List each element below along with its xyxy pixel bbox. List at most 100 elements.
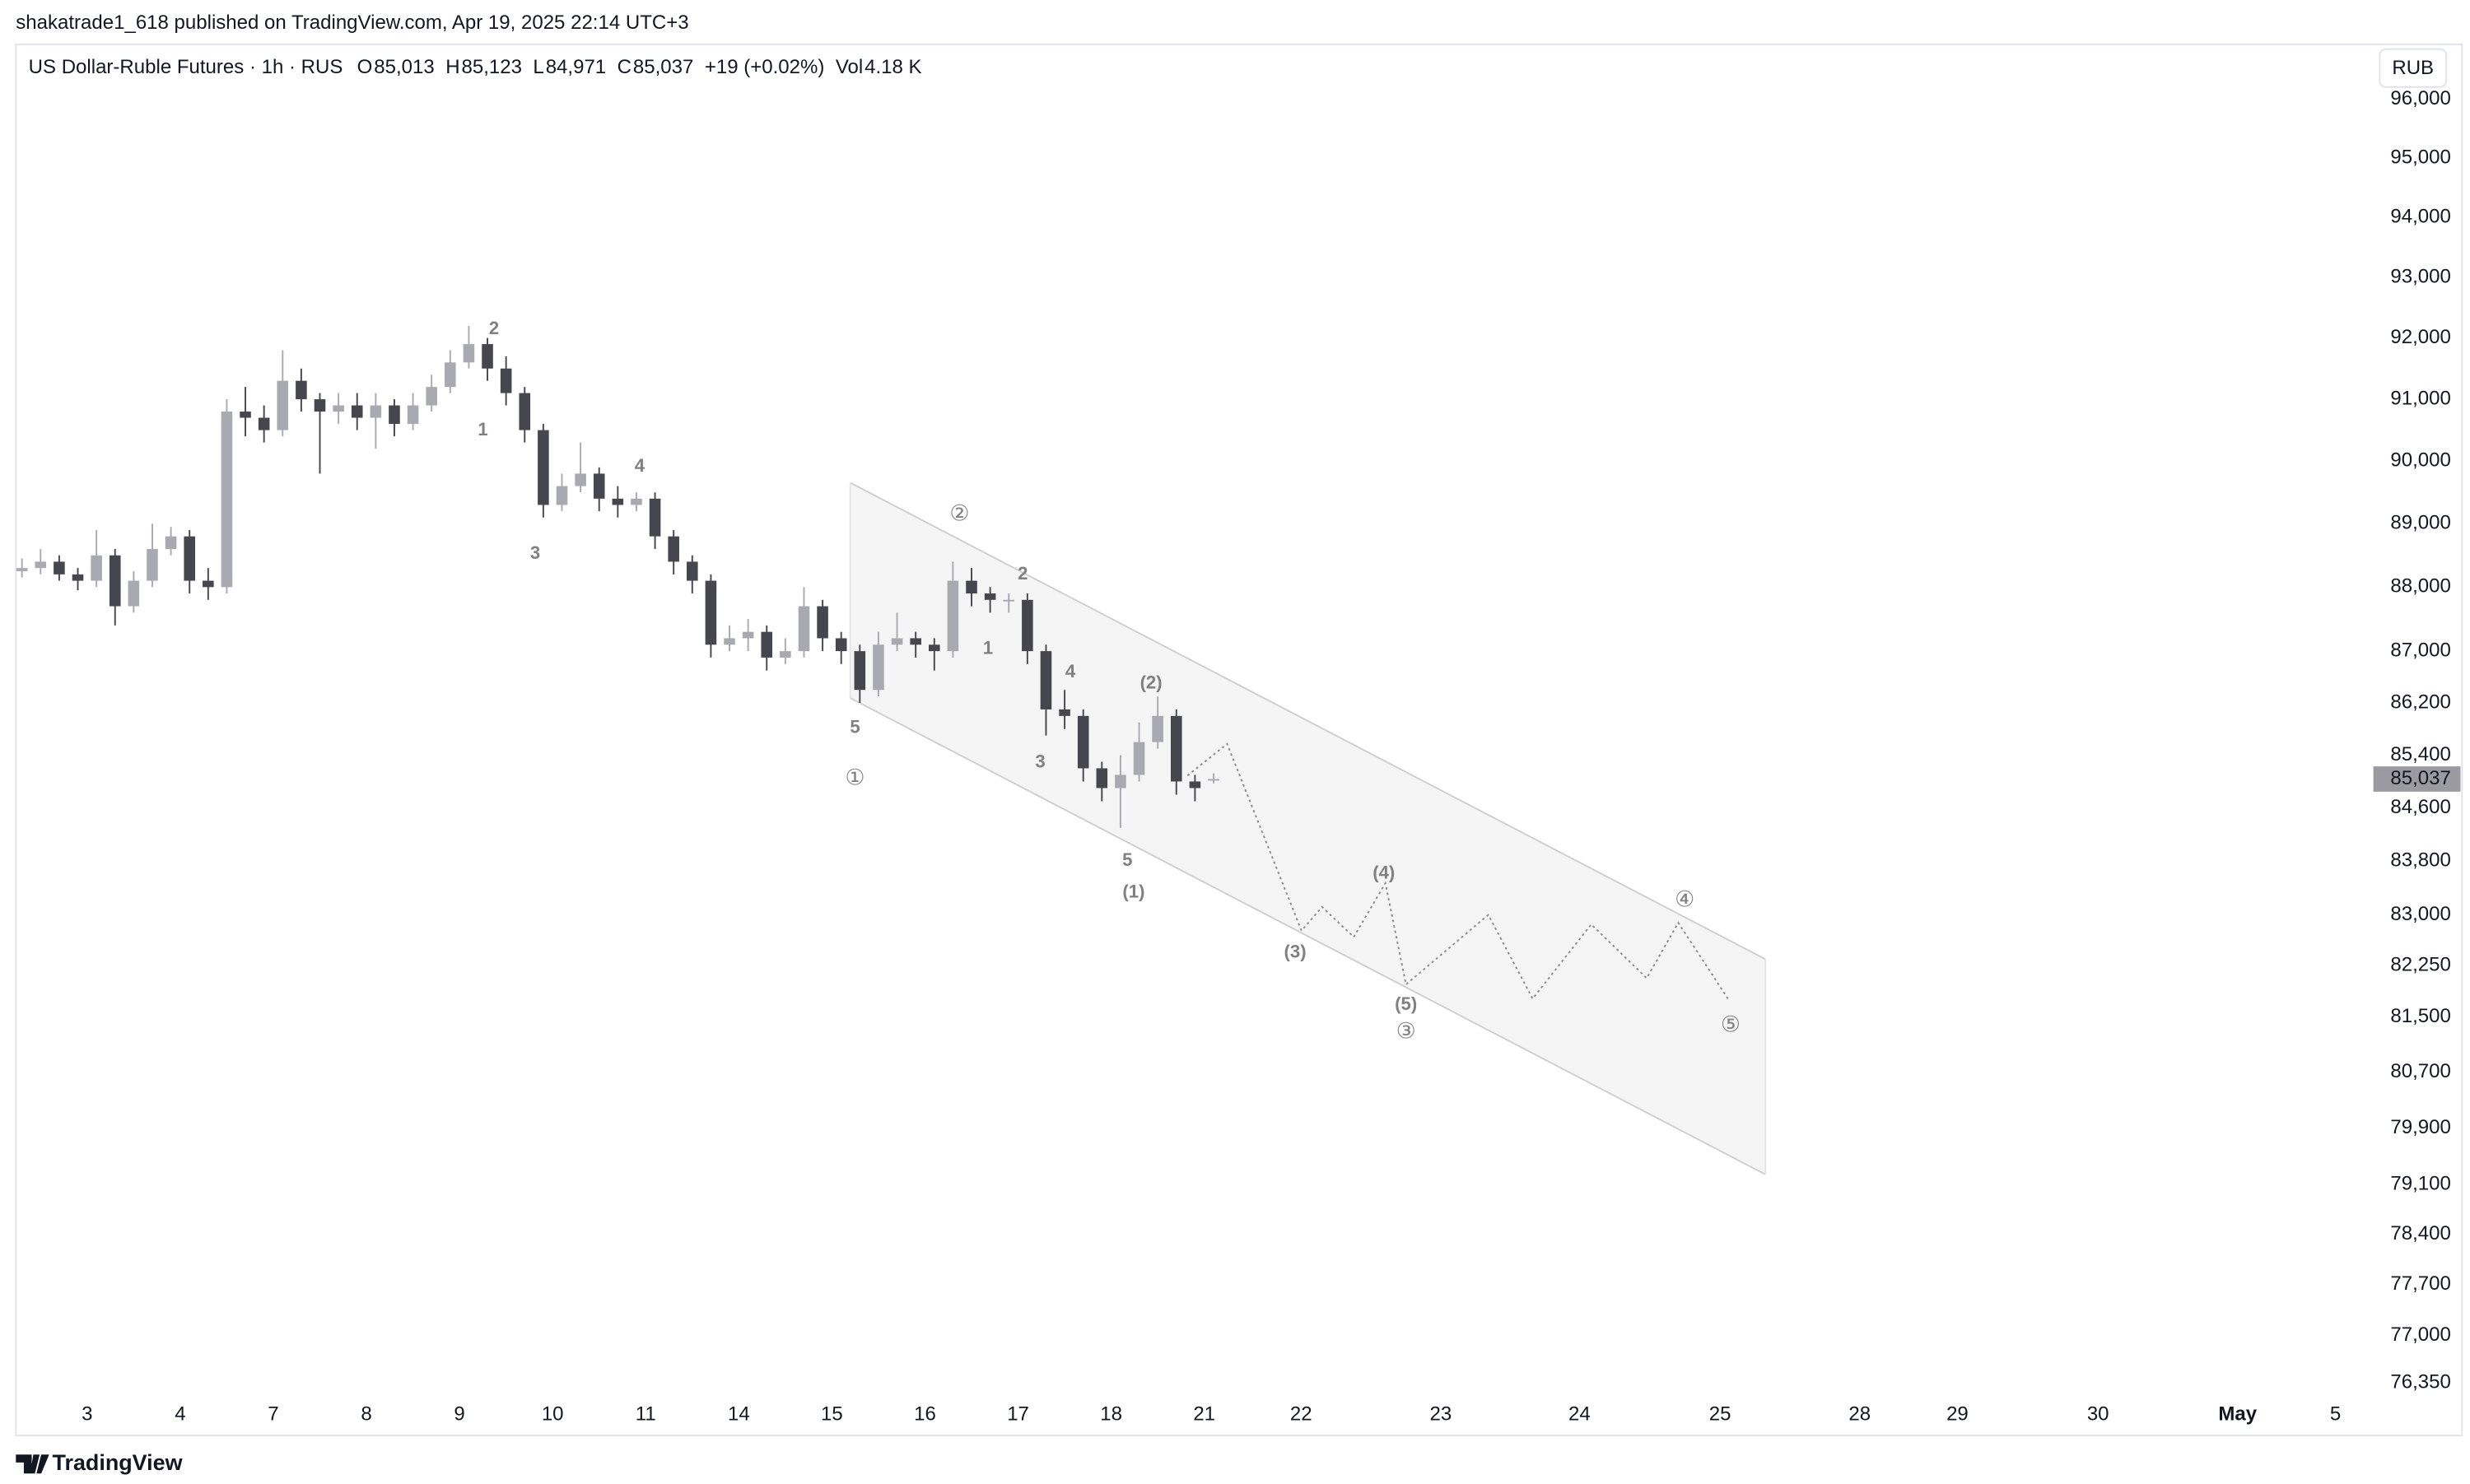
y-tick-label: 79,100 xyxy=(2390,1173,2450,1195)
wave-label: 4 xyxy=(635,455,645,476)
wave-label: 3 xyxy=(1035,751,1045,772)
legend: US Dollar-Ruble Futures · 1h · RUS O 85,01… xyxy=(29,56,922,78)
candle-body xyxy=(780,651,791,658)
ohlc-label: H xyxy=(445,56,459,78)
channel-bottom xyxy=(850,697,1766,1175)
candle-body xyxy=(296,380,307,400)
y-tick-label: 76,350 xyxy=(2390,1370,2450,1393)
plot: 96,000 95,000 94,000 93,000 92,000 91,000 90,0… xyxy=(16,87,2461,1426)
x-tick-label: 17 xyxy=(1007,1403,1029,1426)
candle-body xyxy=(1208,779,1219,781)
candle-body xyxy=(575,473,586,486)
x-tick-label: 8 xyxy=(361,1403,371,1426)
candle-body xyxy=(72,574,84,581)
x-tick-label: 16 xyxy=(914,1403,936,1426)
brand-logo xyxy=(16,1454,49,1474)
candle-body xyxy=(147,549,158,581)
candle-body xyxy=(165,536,177,550)
wave-label: ② xyxy=(949,500,969,526)
candle-body xyxy=(631,498,642,505)
wave-label: 1 xyxy=(983,637,993,658)
currency: RUB xyxy=(2392,57,2434,79)
candle-body xyxy=(91,555,102,581)
wave-label: (4) xyxy=(1372,862,1395,882)
candle-body xyxy=(966,580,977,594)
candle-body xyxy=(1115,775,1126,789)
candle-body xyxy=(1040,651,1052,709)
x-tick-label: 30 xyxy=(2087,1403,2109,1426)
candle-body xyxy=(203,580,214,588)
x-tick-label: 4 xyxy=(175,1403,185,1426)
currency-box[interactable] xyxy=(2379,48,2448,88)
candle-body xyxy=(221,412,233,588)
candle-body xyxy=(705,580,717,645)
last-price-label: 85,037 xyxy=(2390,767,2450,789)
candle-body xyxy=(482,344,493,369)
ohlc-label: C xyxy=(618,56,631,78)
y-tick-label: 95,000 xyxy=(2390,147,2450,169)
publisher-line: shakatrade1_618 published on TradingView… xyxy=(16,12,688,34)
y-tick-label: 77,000 xyxy=(2390,1324,2450,1346)
candle-body xyxy=(314,399,326,412)
wave-label: ④ xyxy=(1675,887,1694,913)
x-tick-label: 15 xyxy=(821,1403,843,1426)
candle-body xyxy=(1170,715,1182,782)
candle-body xyxy=(910,638,921,645)
candle-body xyxy=(891,638,903,645)
y-tick-label: 93,000 xyxy=(2390,265,2450,287)
y-tick-label: 79,900 xyxy=(2390,1116,2450,1138)
x-tick-label: 14 xyxy=(728,1403,750,1426)
candle-body xyxy=(649,498,661,537)
wave-label: (2) xyxy=(1140,672,1163,693)
candle-body xyxy=(798,606,810,652)
wave-label: 3 xyxy=(530,542,540,563)
candle-body xyxy=(184,536,195,581)
volume-label: Vol xyxy=(836,56,863,78)
y-tick-label: 81,500 xyxy=(2390,1005,2450,1027)
ohlc-value: 85,037 xyxy=(633,56,693,78)
wave-label: (3) xyxy=(1284,941,1307,961)
volume-value: 4.18 K xyxy=(864,56,921,78)
candle-body xyxy=(668,536,679,562)
candle-body xyxy=(873,644,884,691)
candle-body xyxy=(519,393,531,430)
y-tick-label: 82,250 xyxy=(2390,954,2450,976)
x-tick-label: May xyxy=(2218,1403,2257,1426)
candle-body xyxy=(724,638,735,645)
y-tick-label: 78,400 xyxy=(2390,1222,2450,1244)
candle-body xyxy=(687,561,698,581)
wave-label: 2 xyxy=(1018,563,1028,584)
y-tick-label: 89,000 xyxy=(2390,512,2450,534)
wave-label: 1 xyxy=(478,419,487,440)
candle-body xyxy=(258,417,270,430)
candle-body xyxy=(128,580,140,607)
candle-body xyxy=(500,368,512,393)
wave-label: ① xyxy=(845,765,864,791)
candle-body xyxy=(929,644,940,652)
wave-label: (5) xyxy=(1395,993,1417,1014)
channel-fill xyxy=(850,482,1766,1175)
candle-body xyxy=(54,561,65,575)
candle-body xyxy=(835,638,847,652)
x-tick-label: 9 xyxy=(454,1403,464,1426)
wave-label: (1) xyxy=(1122,881,1144,901)
brand: TradingView xyxy=(53,1450,183,1475)
candle-body xyxy=(612,498,624,505)
ohlc-value: 85,123 xyxy=(461,56,521,78)
x-tick-label: 23 xyxy=(1430,1403,1452,1426)
wave-label: 5 xyxy=(850,716,860,737)
candle-body xyxy=(1003,599,1015,602)
candle-body xyxy=(109,555,121,607)
y-tick-label: 86,200 xyxy=(2390,691,2450,713)
candle-body xyxy=(333,405,344,412)
channel-top xyxy=(850,481,1766,961)
ohlc-value: 84,971 xyxy=(546,56,606,78)
x-tick-label: 21 xyxy=(1193,1403,1215,1426)
x-tick-label: 7 xyxy=(268,1403,278,1426)
candle-body xyxy=(351,405,363,418)
candle-body xyxy=(389,405,400,425)
candle-body xyxy=(854,651,866,691)
candle-body xyxy=(742,631,754,639)
y-tick-label: 83,000 xyxy=(2390,903,2450,925)
candle-body xyxy=(463,344,475,363)
